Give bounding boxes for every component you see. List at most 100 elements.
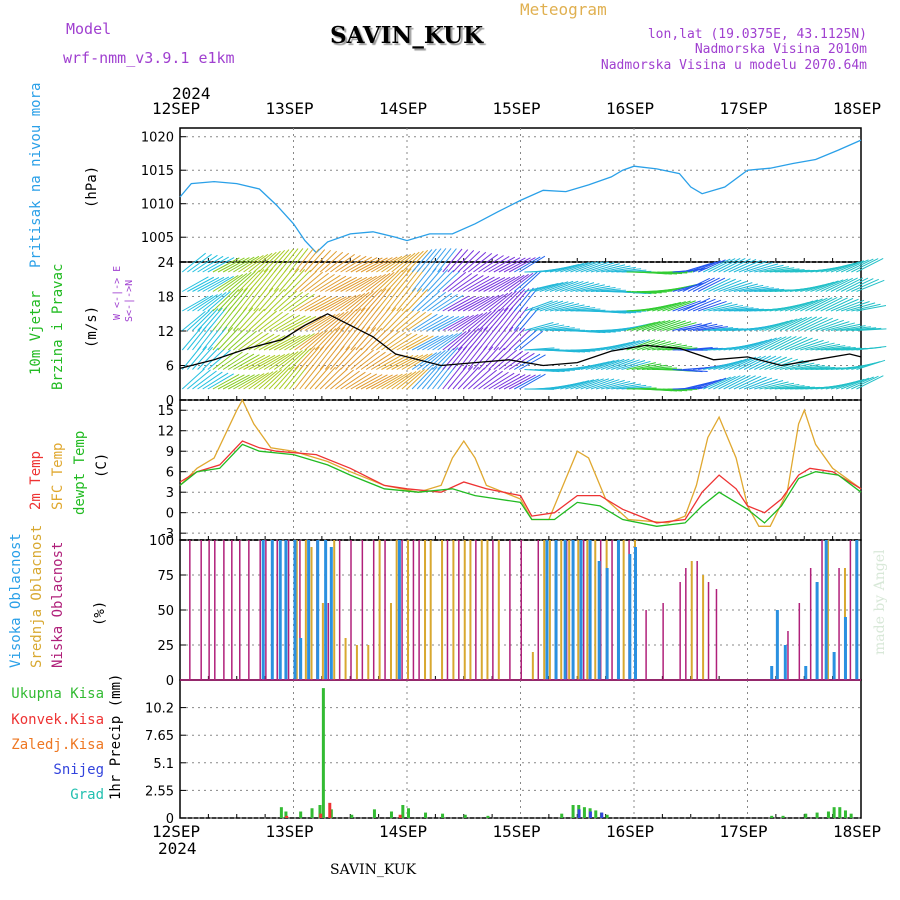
wind-barb <box>192 309 215 331</box>
wind-barb <box>779 385 810 390</box>
wind-barb <box>743 377 773 390</box>
wind-barb <box>611 340 640 351</box>
wind-barb <box>416 335 444 351</box>
model-name: wrf-nmm_v3.9.1 e1km <box>63 49 235 67</box>
wind-barb <box>238 254 264 273</box>
wind-barb <box>784 337 813 351</box>
wind-barb <box>641 319 671 331</box>
wind-barb <box>457 313 484 331</box>
2m-temp-line <box>179 440 862 524</box>
wind-barb <box>452 328 475 351</box>
wind-barb <box>365 352 392 370</box>
date-tick-label: 17SEP <box>719 822 768 841</box>
wind-barb <box>519 255 546 273</box>
wind-barb <box>467 326 488 351</box>
precip-bar-1 <box>319 813 323 818</box>
cloud-bar-2 <box>261 540 265 680</box>
wind-barb <box>447 329 471 351</box>
wind-barb <box>227 329 251 351</box>
wind-barb <box>779 316 808 331</box>
wind-barb <box>529 348 560 351</box>
precip-bar-0 <box>318 805 322 818</box>
wind-barb <box>304 296 332 312</box>
wind-barb <box>856 328 887 331</box>
wind-barb <box>345 256 372 273</box>
precip-bar-0 <box>770 815 774 818</box>
legend-freezing-rain: Zaledj.Kisa <box>11 737 104 753</box>
wind-barb <box>759 266 790 273</box>
cloud-bar-2 <box>579 540 583 680</box>
wind-barb <box>376 373 403 390</box>
wind-barb <box>846 278 874 292</box>
wind-barb <box>687 261 717 273</box>
wind-barb <box>376 330 400 351</box>
wind-barb <box>304 314 331 331</box>
wind-barb <box>416 351 442 370</box>
cloud-bar-0 <box>565 540 568 680</box>
wind-barb <box>544 327 575 331</box>
wind-barb <box>222 288 244 312</box>
wind-barb <box>284 269 306 292</box>
wind-barb <box>253 251 277 273</box>
wind-barb <box>749 378 778 390</box>
wind-barb <box>759 381 789 390</box>
wind-barb <box>248 268 269 292</box>
wind-barb <box>616 360 646 370</box>
wind-barb <box>687 323 718 331</box>
cloud-bar-0 <box>361 540 364 680</box>
wind-barb <box>243 269 265 292</box>
cloud-bar-0 <box>231 540 233 680</box>
date-tick-label: 12SEP <box>152 822 201 841</box>
wind-barb <box>238 331 263 351</box>
wind-barb <box>513 271 538 292</box>
wind-barb <box>846 327 877 331</box>
wind-barb <box>253 370 278 390</box>
wind-barb <box>345 372 372 390</box>
wind-barb <box>268 335 296 351</box>
wind-barb <box>421 365 443 390</box>
cloud-bar-2 <box>563 540 567 680</box>
cloud-bar-0 <box>223 540 225 680</box>
y-tick-label: 3 <box>166 486 174 501</box>
wind-barb <box>514 256 541 273</box>
cloud-bar-0 <box>582 540 585 680</box>
cloud-bar-1 <box>463 540 466 680</box>
wind-barb <box>667 300 696 312</box>
wind-barb <box>478 346 500 370</box>
wind-barb <box>309 249 332 273</box>
wind-barb <box>498 257 526 273</box>
wind-barb <box>789 299 819 312</box>
pressure-line <box>179 139 862 254</box>
wind-barb <box>299 248 320 273</box>
wind-barb <box>810 318 839 331</box>
wind-barb <box>238 354 266 370</box>
wind-barb <box>192 346 213 370</box>
wind-barb <box>789 338 819 351</box>
cloud-bar-0 <box>446 540 449 680</box>
wind-barb <box>652 301 682 312</box>
wind-barb <box>442 295 470 312</box>
wind-barb <box>452 313 479 331</box>
cloud-bar-2 <box>588 540 592 680</box>
precip-bar-0 <box>299 811 303 818</box>
wind-barb <box>682 346 713 351</box>
y-tick-label: 25 <box>157 639 174 654</box>
precip-bar-2 <box>600 812 604 818</box>
cloud-bar-0 <box>707 582 710 680</box>
wind-barb <box>733 340 763 351</box>
cloud-bar-1 <box>568 540 571 680</box>
wind-barb <box>769 384 800 390</box>
wind-barb <box>360 374 388 390</box>
wind-barb <box>273 335 301 351</box>
wind-barb <box>606 358 635 370</box>
cloud-bar-0 <box>849 540 852 680</box>
wind-barb <box>657 301 686 312</box>
wind-barb <box>432 315 460 331</box>
wind-barb <box>560 305 590 312</box>
y-tick-label: 75 <box>157 569 174 584</box>
wind-barb <box>473 254 499 273</box>
wind-barb <box>273 248 294 273</box>
cloud-bar-1 <box>424 540 427 680</box>
wind-barb <box>764 267 795 273</box>
wind-barb <box>508 272 534 292</box>
